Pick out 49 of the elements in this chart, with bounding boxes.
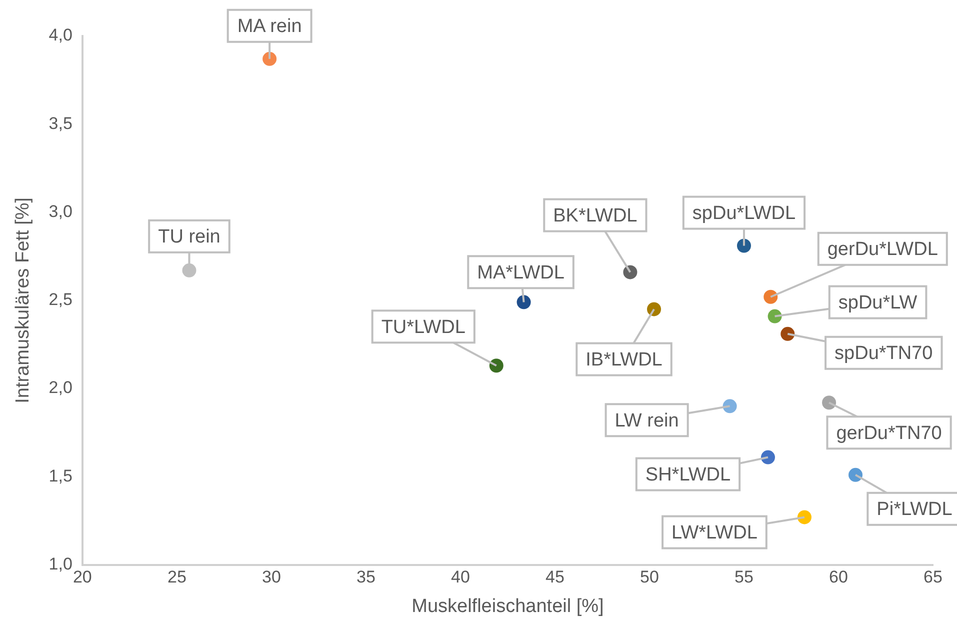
point — [760, 450, 775, 464]
x-tick-label: 20 — [72, 568, 92, 587]
y-tick-label: 2,5 — [48, 290, 72, 310]
point — [768, 309, 782, 324]
y-axis-title: Intramuskuläres Fett [%] — [12, 197, 34, 404]
point — [262, 52, 277, 66]
y-tick-label: 1,0 — [48, 554, 72, 574]
point — [516, 295, 531, 310]
series-label: TU*LWDL — [381, 316, 466, 338]
y-tick-label: 2,0 — [48, 378, 72, 398]
point — [797, 510, 812, 524]
x-tick-label: 40 — [451, 568, 470, 587]
point — [489, 358, 504, 373]
point — [822, 396, 836, 410]
x-tick-label: 30 — [262, 568, 281, 587]
x-tick-label: 45 — [546, 568, 564, 587]
y-tick-label: 4,0 — [48, 26, 72, 45]
series-label: spDu*LWDL — [692, 202, 796, 224]
series-label: IB*LWDL — [586, 349, 662, 370]
series-label: MA*LWDL — [477, 262, 564, 284]
x-tick-label: 25 — [167, 568, 186, 587]
text: BK*LWDL — [553, 205, 638, 226]
series-label: SH*LWDL — [645, 464, 731, 486]
point — [722, 399, 737, 414]
text: gerDu*LWDL — [827, 239, 938, 260]
point — [764, 290, 778, 304]
text: LW rein — [614, 410, 679, 432]
text: spDu*LW — [838, 292, 918, 314]
x-tick-label: 50 — [640, 568, 659, 587]
series-label: MA rein — [237, 16, 302, 38]
point — [848, 468, 863, 482]
point — [182, 263, 196, 278]
x-tick-label: 55 — [734, 568, 754, 587]
point — [736, 238, 751, 253]
point — [780, 326, 795, 341]
x-axis-title: Muskelfleischanteil [%] — [412, 596, 604, 617]
series-label: TU rein — [158, 226, 220, 248]
x-tick-label: 65 — [924, 568, 942, 587]
y-tick-label: 3,0 — [48, 202, 72, 221]
series-label: Pi*LWDL — [876, 499, 952, 520]
text: spDu*TN70 — [834, 343, 933, 364]
text: LW*LWDL — [672, 522, 758, 544]
point — [623, 265, 638, 280]
series-label: gerDu*TN70 — [836, 422, 942, 444]
y-tick-label: 1,5 — [48, 466, 72, 486]
x-tick-label: 60 — [829, 568, 848, 587]
point — [647, 302, 662, 316]
x-tick-label: 35 — [356, 568, 376, 587]
y-tick-label: 3,5 — [48, 114, 72, 133]
